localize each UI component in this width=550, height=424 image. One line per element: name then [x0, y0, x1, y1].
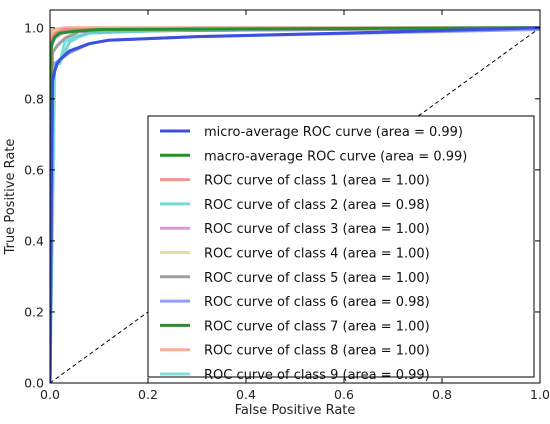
- roc-curve-series-3: [50, 26, 540, 383]
- x-tick-label: 0.6: [334, 387, 354, 402]
- legend-label: ROC curve of class 2 (area = 0.98): [204, 198, 430, 213]
- x-axis-ticks: 0.0 0.2 0.4 0.6 0.8 1.0: [40, 10, 550, 402]
- legend-label: ROC curve of class 6 (area = 0.98): [204, 295, 430, 310]
- y-tick-label: 0.6: [24, 162, 44, 177]
- legend-label: ROC curve of class 3 (area = 1.00): [204, 222, 430, 237]
- y-tick-label: 0.4: [24, 233, 44, 248]
- roc-curve-series-1: [50, 26, 540, 383]
- y-tick-label: 0.8: [24, 91, 44, 106]
- plot-frame: [49, 9, 541, 384]
- legend-label: ROC curve of class 7 (area = 1.00): [204, 319, 430, 334]
- legend-label: micro-average ROC curve (area = 0.99): [204, 125, 463, 140]
- legend-label: ROC curve of class 8 (area = 1.00): [204, 344, 430, 359]
- x-tick-label: 1.0: [530, 387, 550, 402]
- legend-label: ROC curve of class 1 (area = 1.00): [204, 174, 430, 189]
- y-tick-label: 0.0: [24, 376, 44, 391]
- legend-label: ROC curve of class 5 (area = 1.00): [204, 271, 430, 286]
- x-tick-label: 0.8: [432, 387, 452, 402]
- legend-label: macro-average ROC curve (area = 0.99): [204, 149, 467, 164]
- x-tick-label: 0.4: [236, 387, 256, 402]
- legend: micro-average ROC curve (area = 0.99) mac…: [147, 115, 535, 383]
- roc-curve-series-0: [50, 26, 540, 383]
- legend-box: [147, 115, 535, 378]
- x-axis-label: False Positive Rate: [235, 403, 356, 418]
- y-tick-label: 1.0: [24, 20, 44, 35]
- x-tick-label: 0.2: [138, 387, 158, 402]
- x-tick-label: 0.0: [40, 387, 60, 402]
- legend-label: ROC curve of class 4 (area = 1.00): [204, 247, 430, 262]
- plot-area: [49, 9, 541, 384]
- y-tick-label: 0.2: [24, 304, 44, 319]
- roc-curves: [50, 26, 540, 383]
- legend-label: ROC curve of class 9 (area = 0.99): [204, 368, 430, 383]
- y-axis-label: True Positive Rate: [3, 139, 18, 256]
- y-axis-ticks: 0.0 0.2 0.4 0.6 0.8 1.0: [24, 20, 540, 391]
